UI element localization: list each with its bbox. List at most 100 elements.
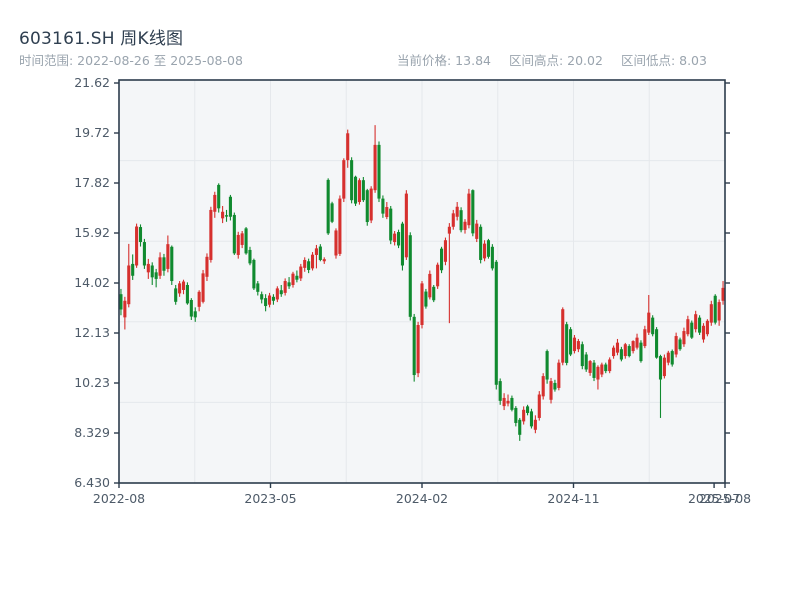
- candlestick: [174, 288, 178, 302]
- candlestick: [131, 263, 135, 276]
- candlestick: [588, 361, 592, 373]
- candlestick: [162, 257, 166, 271]
- candlestick: [154, 272, 158, 279]
- candlestick: [565, 324, 569, 363]
- candlestick: [623, 344, 627, 357]
- candlestick: [138, 227, 143, 243]
- candlestick: [412, 316, 416, 376]
- candlestick: [346, 133, 350, 161]
- candlestick: [439, 248, 444, 271]
- candlestick: [533, 419, 537, 430]
- candlestick: [217, 184, 221, 209]
- y-axis-label: 12.13: [74, 325, 110, 340]
- candlestick: [373, 144, 377, 191]
- candlestick: [627, 346, 631, 357]
- candlestick: [389, 208, 393, 241]
- range-low-stat: 区间低点: 8.03: [620, 53, 707, 68]
- candlestick: [150, 265, 154, 278]
- candlestick: [193, 311, 197, 318]
- candlestick: [529, 411, 534, 427]
- candlestick: [342, 160, 346, 199]
- candlestick: [224, 215, 229, 217]
- candlestick: [326, 179, 330, 234]
- candlestick: [314, 248, 318, 255]
- candlestick: [185, 284, 189, 304]
- candlestick: [127, 265, 131, 305]
- candlestick: [651, 317, 655, 335]
- y-axis-label: 21.62: [74, 75, 110, 90]
- candlestick: [619, 349, 623, 360]
- y-axis-label: 19.72: [74, 125, 110, 140]
- candlestick: [322, 259, 326, 262]
- candlestick: [287, 282, 291, 287]
- candlestick: [674, 336, 678, 355]
- candlestick: [584, 354, 588, 370]
- candlestick: [471, 190, 475, 234]
- candlestick: [123, 300, 127, 318]
- candlestick: [119, 294, 123, 310]
- candlestick: [267, 295, 272, 305]
- candlestick: [385, 207, 389, 218]
- candlestick: [463, 221, 467, 230]
- candlestick: [338, 198, 342, 254]
- candlestick: [615, 342, 620, 353]
- candlestick: [553, 382, 557, 390]
- candlestick: [197, 291, 201, 307]
- stats-row: 当前价格: 13.84 区间高点: 20.02 区间低点: 8.03: [397, 50, 721, 69]
- candlestick: [436, 264, 440, 287]
- candlestick: [600, 364, 604, 375]
- candlestick: [275, 288, 279, 300]
- candlestick: [232, 214, 236, 254]
- candlestick: [142, 242, 146, 266]
- x-axis-label: 2023-05: [244, 491, 296, 506]
- candlestick: [467, 193, 471, 226]
- candlestick: [459, 210, 463, 231]
- candlestick: [271, 296, 275, 301]
- candlestick: [307, 261, 311, 270]
- current-price-stat: 当前价格: 13.84: [397, 53, 491, 68]
- candlestick: [303, 259, 307, 268]
- candlestick: [178, 283, 182, 294]
- candlestick: [639, 342, 643, 362]
- candlestick: [549, 381, 553, 400]
- candlestick: [576, 341, 580, 350]
- candlestick: [698, 317, 702, 333]
- candlestick: [291, 273, 295, 285]
- candlestick: [682, 331, 686, 345]
- x-axis-label: 2025-08: [699, 491, 751, 506]
- range-high-stat: 区间高点: 20.02: [508, 53, 603, 68]
- candlestick: [213, 194, 217, 212]
- candlestick: [604, 364, 608, 372]
- candlestick: [694, 314, 698, 330]
- candlestick: [612, 347, 616, 357]
- candlestick: [236, 234, 240, 255]
- candlestick: [396, 232, 401, 246]
- candlestick: [295, 275, 299, 280]
- candlestick: [580, 344, 584, 367]
- candlestick: [264, 298, 268, 307]
- candlestick: [228, 196, 232, 217]
- candlestick: [361, 180, 365, 201]
- y-axis-label: 8.329: [74, 425, 110, 440]
- candlestick: [353, 176, 358, 204]
- y-axis-label: 10.23: [74, 375, 110, 390]
- candlestick: [334, 230, 338, 256]
- candlestick: [721, 287, 725, 301]
- candlestick: [428, 273, 432, 298]
- candlestick: [686, 319, 690, 335]
- candlestick: [135, 226, 139, 266]
- candlestick: [494, 261, 498, 385]
- candlestick: [522, 409, 526, 422]
- candlestick: [377, 144, 381, 199]
- candlestick: [486, 240, 491, 257]
- x-axis-label: 2024-11: [547, 491, 599, 506]
- candlestick: [248, 249, 252, 264]
- candlestick: [537, 394, 541, 418]
- x-axis-label: 2024-02: [396, 491, 448, 506]
- candlestick: [357, 180, 361, 203]
- candlestick: [170, 246, 174, 282]
- candlestick: [424, 291, 428, 307]
- candlestick: [518, 419, 522, 435]
- candlestick: [330, 203, 334, 222]
